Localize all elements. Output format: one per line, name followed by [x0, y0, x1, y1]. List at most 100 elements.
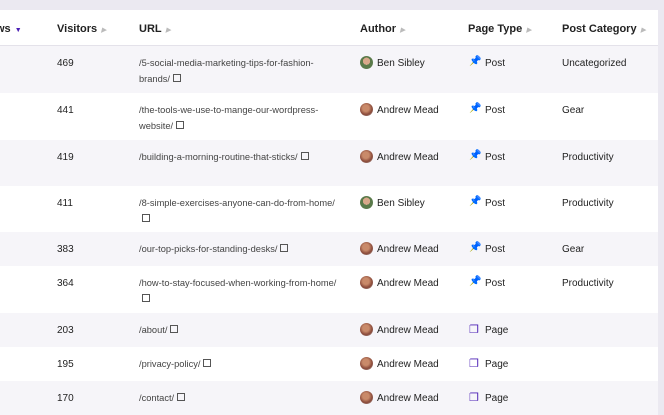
page-url-link[interactable]: /privacy-policy/	[139, 356, 339, 372]
sort-icon: ▶	[165, 27, 171, 34]
author-avatar	[360, 196, 373, 209]
author-avatar	[360, 357, 373, 370]
page-type: Page	[485, 393, 509, 404]
column-views[interactable]: ws ▼	[0, 23, 22, 35]
author-name: Ben Sibley	[377, 198, 425, 209]
sort-icon: ▶	[640, 27, 646, 34]
page-url-link[interactable]: /building-a-morning-routine-that-sticks/	[139, 149, 339, 165]
page-url-link[interactable]: /contact/	[139, 390, 339, 406]
post-category: Gear	[562, 244, 585, 255]
url-text: /contact/	[139, 393, 175, 403]
external-link-icon[interactable]	[176, 121, 185, 129]
page-url-link[interactable]: /about/	[139, 322, 339, 338]
visitors-count: 195	[57, 359, 74, 370]
sort-desc-icon: ▼	[14, 27, 22, 34]
url-text: /8-simple-exercises-anyone-can-do-from-h…	[139, 198, 335, 208]
page-type: Page	[485, 325, 509, 336]
visitors-count: 419	[57, 152, 74, 163]
url-text: /privacy-policy/	[139, 359, 201, 369]
external-link-icon[interactable]	[203, 359, 212, 367]
page-url-link[interactable]: /5-social-media-marketing-tips-for-fashi…	[139, 55, 339, 87]
column-post-category[interactable]: Post Category ▶	[562, 23, 646, 35]
author-avatar	[360, 242, 373, 255]
table-row: 364 /how-to-stay-focused-when-working-fr…	[0, 266, 658, 313]
url-text: /5-social-media-marketing-tips-for-fashi…	[139, 58, 314, 84]
author-avatar	[360, 391, 373, 404]
pin-icon: 📌	[469, 56, 482, 67]
page-url-link[interactable]: /the-tools-we-use-to-mange-our-wordpress…	[139, 102, 339, 134]
url-text: /the-tools-we-use-to-mange-our-wordpress…	[139, 105, 319, 131]
pin-icon: 📌	[469, 196, 482, 207]
author-avatar	[360, 103, 373, 116]
url-text: /our-top-picks-for-standing-desks/	[139, 244, 278, 254]
table-row: 203 /about/ Andrew Mead ❐ Page	[0, 313, 658, 347]
author-name: Andrew Mead	[377, 244, 439, 255]
visitors-count: 441	[57, 105, 74, 116]
author-name: Andrew Mead	[377, 105, 439, 116]
page-type: Post	[485, 278, 506, 289]
visitors-count: 170	[57, 393, 74, 404]
sort-icon: ▶	[101, 27, 107, 34]
url-text: /about/	[139, 325, 168, 335]
visitors-count: 383	[57, 244, 74, 255]
post-category: Productivity	[562, 198, 614, 209]
url-text: /building-a-morning-routine-that-sticks/	[139, 152, 298, 162]
post-category: Uncategorized	[562, 58, 627, 69]
author-name: Andrew Mead	[377, 393, 439, 404]
post-category: Productivity	[562, 152, 614, 163]
pages-icon: ❐	[469, 358, 479, 370]
sort-icon: ▶	[526, 27, 532, 34]
external-link-icon[interactable]	[177, 393, 186, 401]
author-avatar	[360, 150, 373, 163]
external-link-icon[interactable]	[280, 244, 289, 252]
external-link-icon[interactable]	[142, 214, 150, 222]
page-type: Post	[485, 198, 506, 209]
table-row: 383 /our-top-picks-for-standing-desks/ A…	[0, 232, 658, 266]
visitors-count: 203	[57, 325, 74, 336]
top-pages-table: ws ▼ Visitors ▶ URL ▶ Author ▶ Page Type ▶ Po…	[0, 10, 658, 415]
author-name: Andrew Mead	[377, 325, 439, 336]
author-name: Andrew Mead	[377, 359, 439, 370]
column-author[interactable]: Author ▶	[360, 23, 406, 35]
url-text: /how-to-stay-focused-when-working-from-h…	[139, 278, 337, 288]
page-type: Post	[485, 105, 506, 116]
pages-icon: ❐	[469, 324, 479, 336]
column-visitors[interactable]: Visitors ▶	[57, 23, 107, 35]
post-category: Gear	[562, 105, 585, 116]
visitors-count: 469	[57, 58, 74, 69]
table-row: 170 /contact/ Andrew Mead ❐ Page	[0, 381, 658, 415]
author-name: Andrew Mead	[377, 152, 439, 163]
external-link-icon[interactable]	[173, 74, 182, 82]
sort-icon: ▶	[400, 27, 406, 34]
page-type: Post	[485, 244, 506, 255]
pin-icon: 📌	[469, 242, 482, 253]
column-url[interactable]: URL ▶	[139, 23, 171, 35]
table-row: 411 /8-simple-exercises-anyone-can-do-fr…	[0, 186, 658, 232]
column-page-type[interactable]: Page Type ▶	[468, 23, 532, 35]
page-url-link[interactable]: /our-top-picks-for-standing-desks/	[139, 241, 339, 257]
page-type: Post	[485, 58, 506, 69]
page-url-link[interactable]: /8-simple-exercises-anyone-can-do-from-h…	[139, 195, 339, 227]
pin-icon: 📌	[469, 103, 482, 114]
pin-icon: 📌	[469, 276, 482, 287]
table-row: 419 /building-a-morning-routine-that-sti…	[0, 140, 658, 186]
author-avatar	[360, 276, 373, 289]
author-name: Andrew Mead	[377, 278, 439, 289]
table-header: ws ▼ Visitors ▶ URL ▶ Author ▶ Page Type ▶ Po…	[0, 10, 658, 46]
author-name: Ben Sibley	[377, 58, 425, 69]
page-type: Page	[485, 359, 509, 370]
post-category: Productivity	[562, 278, 614, 289]
external-link-icon[interactable]	[300, 152, 309, 160]
visitors-count: 411	[57, 198, 73, 209]
pin-icon: 📌	[469, 150, 482, 161]
visitors-count: 364	[57, 278, 74, 289]
table-row: 195 /privacy-policy/ Andrew Mead ❐ Page	[0, 347, 658, 381]
external-link-icon[interactable]	[170, 325, 179, 333]
page-url-link[interactable]: /how-to-stay-focused-when-working-from-h…	[139, 275, 339, 307]
table-row: 469 /5-social-media-marketing-tips-for-f…	[0, 46, 658, 93]
external-link-icon[interactable]	[142, 294, 150, 302]
author-avatar	[360, 56, 373, 69]
author-avatar	[360, 323, 373, 336]
page-type: Post	[485, 152, 506, 163]
table-row: 441 /the-tools-we-use-to-mange-our-wordp…	[0, 93, 658, 140]
